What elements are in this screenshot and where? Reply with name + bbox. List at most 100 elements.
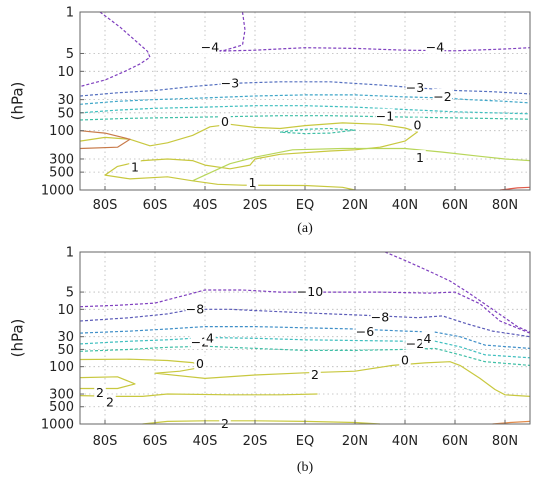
contour-line — [79, 94, 531, 105]
contour-line — [209, 11, 531, 52]
contour-label: −8 — [186, 301, 204, 316]
contour-line — [79, 345, 531, 366]
contour-line — [79, 11, 151, 88]
contour-line — [79, 105, 531, 115]
contour-label-backing — [219, 416, 231, 430]
contour-label: −3 — [221, 75, 239, 90]
contour-label-backing — [204, 330, 216, 345]
contour-line — [279, 127, 356, 135]
contour-label-backing — [405, 335, 425, 350]
y-tick-label: 300 — [49, 152, 74, 167]
x-tick-label: 40N — [392, 198, 418, 213]
contour-line — [79, 122, 419, 191]
contour-label: −6 — [356, 324, 374, 339]
contour-line — [79, 326, 531, 349]
contour-label: 2 — [106, 394, 114, 409]
contour-line — [79, 130, 131, 150]
x-tick-label: 60N — [442, 198, 468, 213]
contour-label: −1 — [376, 109, 394, 124]
y-tick-label: 50 — [57, 106, 74, 121]
contour-line — [499, 186, 531, 191]
x-tick-label: EQ — [296, 198, 314, 213]
contour-label-backing — [185, 301, 205, 316]
x-tick-label: 60S — [143, 434, 168, 449]
y-tick-label: 500 — [49, 400, 74, 415]
contour-label: −10 — [297, 284, 323, 299]
contour-label-backing — [421, 331, 434, 346]
contour-line — [79, 336, 531, 359]
contour-label: 1 — [416, 150, 424, 165]
contour-label: 2 — [96, 385, 104, 400]
y-tick-label: 1 — [66, 6, 74, 21]
x-tick-label: 20S — [243, 434, 268, 449]
y-tick-label: 1000 — [41, 418, 74, 433]
contour-label: −3 — [406, 80, 424, 95]
x-tick-label: EQ — [296, 434, 314, 449]
y-tick-label: 30 — [57, 93, 74, 108]
x-tick-label: 80S — [93, 198, 118, 213]
x-tick-label: 80N — [492, 198, 518, 213]
x-tick-label: 80N — [492, 434, 518, 449]
y-tick-label: 300 — [49, 388, 74, 403]
contour-label-backing — [433, 88, 452, 103]
contour-label-backing — [375, 108, 395, 123]
panel-a-contour-plot: −4 −4 −3 −3 −2 −1 0 0 1 1 1 80S 60S 40S 20S EQ 20N 40N 60N… — [9, 6, 531, 213]
contour-label-backing — [405, 79, 425, 94]
contour-label-backing — [246, 174, 259, 189]
panel-b-label: (b) — [297, 460, 314, 475]
plot-frame — [79, 11, 531, 191]
contour-label-backing — [414, 150, 426, 165]
x-tick-label: 40S — [193, 434, 218, 449]
contour-label-backing — [309, 367, 321, 382]
contour-label-backing — [296, 284, 324, 299]
contour-label-backing — [104, 394, 116, 409]
y-tick-label: 10 — [57, 65, 74, 80]
y-axis-label: (hPa) — [9, 319, 27, 358]
x-tick-label: 20N — [342, 198, 368, 213]
y-tick-label: 10 — [57, 303, 74, 318]
contour-label: −2 — [406, 336, 424, 351]
x-tick-label: 40S — [193, 198, 218, 213]
contour-line — [79, 358, 531, 397]
contour-label-backing — [411, 117, 424, 132]
y-tick-label: 50 — [57, 343, 74, 358]
contour-line — [79, 393, 318, 397]
contour-label-backing — [399, 352, 411, 367]
x-tick-label: 60S — [143, 198, 168, 213]
contour-line — [79, 376, 136, 390]
y-tick-label: 5 — [66, 286, 74, 301]
contour-label: 1 — [131, 160, 139, 175]
contour-label: 4 — [424, 331, 432, 346]
contour-label: 0 — [221, 114, 229, 129]
y-tick-label: 100 — [49, 360, 74, 375]
contour-label: 2 — [311, 367, 319, 382]
contour-label: 0 — [196, 356, 204, 371]
contour-line — [79, 81, 531, 97]
contour-label-backing — [94, 385, 106, 400]
contour-label-backing — [425, 39, 445, 54]
contour-label: −2 — [433, 89, 451, 104]
panel-a-label: (a) — [297, 221, 313, 236]
contour-line — [384, 251, 531, 333]
contour-line — [192, 147, 531, 182]
y-tick-label: 5 — [66, 47, 74, 62]
contour-label: −8 — [371, 310, 389, 325]
contour-label-backing — [355, 324, 375, 339]
contour-label: 4 — [206, 330, 214, 345]
y-tick-label: 30 — [57, 330, 74, 345]
x-tick-label: 80S — [93, 434, 118, 449]
contour-label-backing — [129, 159, 141, 174]
x-tick-label: 40N — [392, 434, 418, 449]
y-tick-label: 1 — [66, 246, 74, 261]
contour-label-backing — [194, 356, 206, 371]
contour-label-backing — [220, 75, 240, 90]
contour-line — [79, 115, 531, 121]
contour-label: 0 — [401, 352, 409, 367]
contour-label: −4 — [426, 40, 444, 55]
contour-label-backing — [370, 309, 390, 324]
y-tick-label: 100 — [49, 124, 74, 139]
y-tick-label: 500 — [49, 166, 74, 181]
contour-label: 0 — [414, 118, 422, 133]
